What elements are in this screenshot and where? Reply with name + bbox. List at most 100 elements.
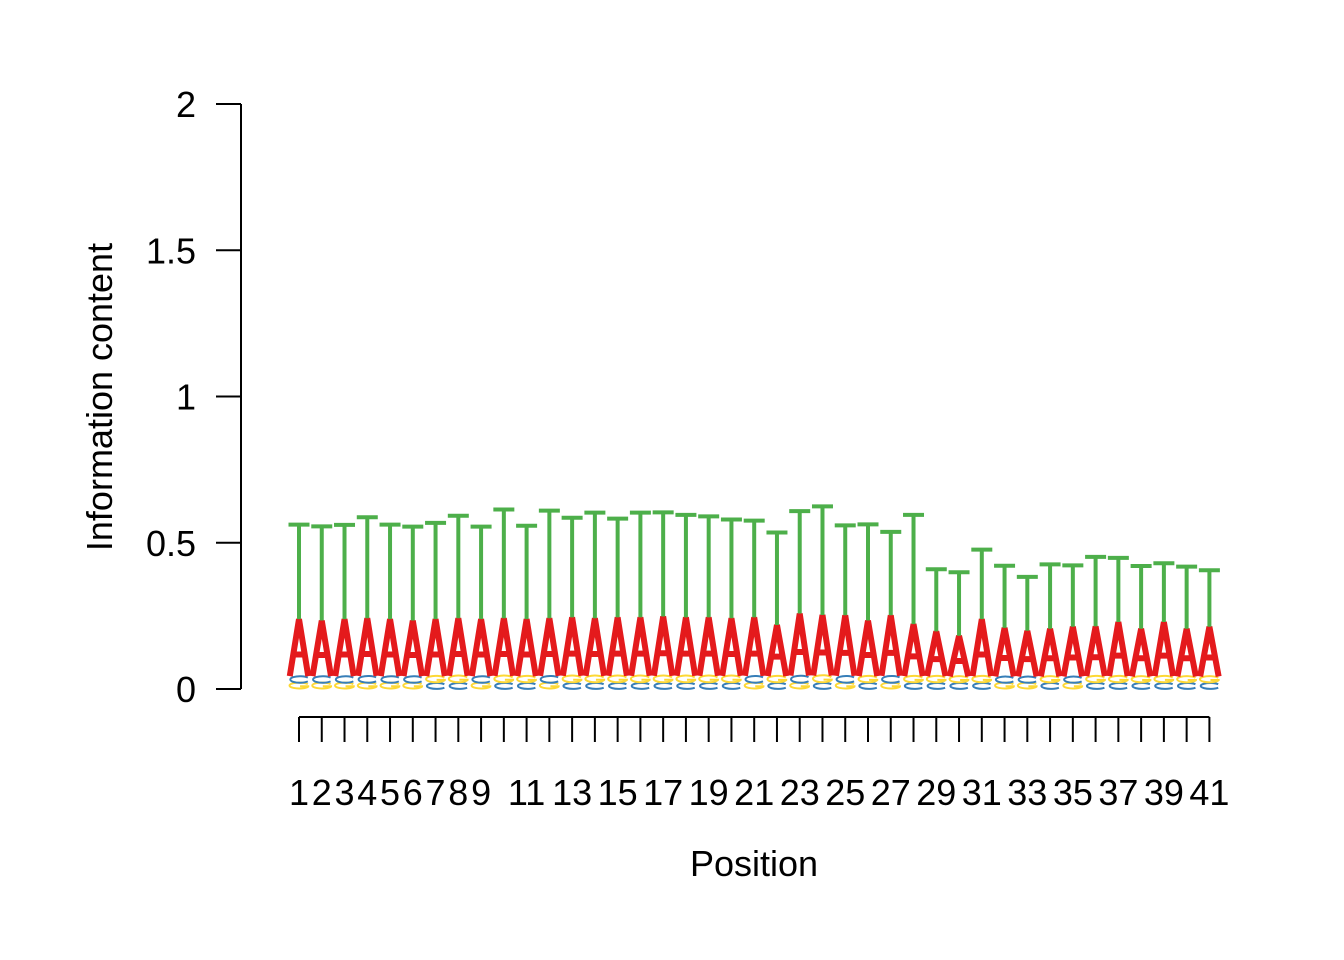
letter-C-pos-34 bbox=[1041, 683, 1059, 689]
letter-T-pos-18 bbox=[675, 515, 696, 617]
letter-C-pos-22 bbox=[768, 683, 786, 689]
letter-G-pos-16 bbox=[631, 676, 650, 683]
letter-C-pos-21 bbox=[746, 676, 764, 683]
x-tick-label: 23 bbox=[780, 772, 820, 813]
letter-A-pos-28 bbox=[904, 624, 922, 676]
letter-A-pos-30 bbox=[950, 636, 968, 677]
letter-T-pos-9 bbox=[471, 527, 492, 619]
letter-C-pos-28 bbox=[905, 683, 923, 689]
letter-G-pos-11 bbox=[517, 676, 536, 682]
letter-T-pos-7 bbox=[425, 523, 446, 619]
x-tick-label: 33 bbox=[1007, 772, 1047, 813]
y-tick-label: 0.5 bbox=[146, 523, 196, 564]
letter-C-pos-27 bbox=[882, 676, 900, 683]
x-tick-label: 11 bbox=[508, 772, 545, 813]
letter-T-pos-27 bbox=[880, 532, 901, 615]
letter-A-pos-22 bbox=[768, 625, 786, 676]
letter-A-pos-7 bbox=[426, 619, 444, 676]
y-tick-label: 1.5 bbox=[146, 230, 196, 271]
letter-C-pos-38 bbox=[1132, 683, 1150, 689]
letter-C-pos-4 bbox=[359, 676, 377, 683]
letter-T-pos-16 bbox=[630, 513, 651, 618]
letter-A-pos-36 bbox=[1086, 626, 1104, 676]
letter-T-pos-41 bbox=[1199, 570, 1220, 626]
letter-T-pos-26 bbox=[858, 524, 879, 620]
y-tick-label: 1 bbox=[176, 377, 196, 418]
letter-T-pos-17 bbox=[653, 512, 674, 616]
letter-C-pos-8 bbox=[450, 683, 468, 689]
letter-C-pos-16 bbox=[632, 683, 650, 689]
letter-G-pos-22 bbox=[767, 676, 786, 682]
x-tick-label: 15 bbox=[598, 772, 638, 813]
x-tick-label: 5 bbox=[380, 772, 400, 813]
letter-A-pos-4 bbox=[358, 618, 376, 676]
letter-T-pos-30 bbox=[949, 572, 970, 636]
letter-C-pos-15 bbox=[609, 683, 627, 689]
letter-G-pos-15 bbox=[608, 676, 627, 683]
x-tick-label: 31 bbox=[962, 772, 1002, 813]
letter-T-pos-20 bbox=[721, 519, 742, 618]
letter-T-pos-24 bbox=[812, 506, 833, 615]
letter-A-pos-18 bbox=[677, 617, 695, 676]
letter-T-pos-1 bbox=[289, 525, 310, 619]
letter-T-pos-12 bbox=[539, 511, 560, 619]
letter-A-pos-9 bbox=[472, 619, 490, 676]
letter-A-pos-8 bbox=[449, 618, 467, 676]
letter-G-pos-17 bbox=[654, 676, 673, 683]
x-tick-label: 6 bbox=[403, 772, 423, 813]
letter-A-pos-25 bbox=[836, 615, 854, 676]
letter-C-pos-25 bbox=[837, 676, 855, 683]
letter-G-pos-14 bbox=[585, 676, 604, 683]
letter-A-pos-40 bbox=[1177, 629, 1195, 677]
letter-C-pos-26 bbox=[859, 683, 877, 689]
letter-G-pos-41 bbox=[1200, 676, 1219, 682]
letter-G-pos-40 bbox=[1177, 676, 1196, 682]
letter-C-pos-9 bbox=[472, 676, 490, 682]
x-tick-label: 4 bbox=[357, 772, 377, 813]
letter-A-pos-3 bbox=[335, 619, 353, 676]
letter-G-pos-8 bbox=[449, 676, 468, 683]
x-axis-label: Position bbox=[690, 843, 818, 884]
letter-T-pos-4 bbox=[357, 517, 378, 618]
letter-A-pos-33 bbox=[1018, 631, 1036, 677]
letter-T-pos-6 bbox=[402, 527, 423, 621]
x-tick-label: 9 bbox=[471, 772, 491, 813]
x-tick-label: 35 bbox=[1053, 772, 1093, 813]
letter-T-pos-29 bbox=[926, 569, 947, 631]
letter-T-pos-33 bbox=[1017, 577, 1038, 631]
x-tick-label: 7 bbox=[426, 772, 446, 813]
letter-C-pos-6 bbox=[404, 676, 422, 682]
letter-C-pos-33 bbox=[1019, 677, 1037, 683]
letter-T-pos-37 bbox=[1108, 558, 1129, 622]
letter-T-pos-10 bbox=[493, 510, 514, 619]
letter-T-pos-8 bbox=[448, 516, 469, 618]
x-tick-label: 29 bbox=[916, 772, 956, 813]
x-tick-label: 8 bbox=[448, 772, 468, 813]
letter-C-pos-39 bbox=[1155, 683, 1173, 689]
letter-C-pos-5 bbox=[381, 676, 399, 682]
letter-G-pos-31 bbox=[972, 676, 991, 682]
letter-C-pos-7 bbox=[427, 683, 445, 689]
letter-C-pos-1 bbox=[290, 676, 308, 682]
letter-T-pos-38 bbox=[1131, 566, 1152, 629]
letter-C-pos-32 bbox=[996, 677, 1014, 683]
letter-A-pos-11 bbox=[517, 619, 535, 676]
letter-G-pos-28 bbox=[904, 676, 923, 682]
letter-T-pos-21 bbox=[744, 521, 765, 618]
letter-G-pos-19 bbox=[699, 676, 718, 683]
letter-T-pos-19 bbox=[698, 516, 719, 617]
letter-T-pos-25 bbox=[835, 525, 856, 615]
x-axis: 1 2 3 4 5 6 7 8 9 11 13 15 17 19 21 23 25 27 29 31 33 35 37 39 4… bbox=[289, 716, 1229, 813]
y-tick-label: 2 bbox=[176, 84, 196, 125]
letter-C-pos-24 bbox=[814, 683, 832, 689]
letter-C-pos-13 bbox=[563, 683, 581, 689]
letter-A-pos-5 bbox=[381, 619, 399, 676]
letter-A-pos-13 bbox=[563, 617, 581, 676]
letter-G-pos-26 bbox=[859, 676, 878, 682]
letter-G-pos-37 bbox=[1109, 676, 1128, 682]
letter-C-pos-17 bbox=[654, 683, 672, 689]
letter-G-pos-10 bbox=[494, 676, 513, 683]
letter-G-pos-7 bbox=[426, 676, 445, 682]
letter-T-pos-15 bbox=[607, 519, 628, 618]
letter-G-pos-36 bbox=[1086, 676, 1105, 682]
